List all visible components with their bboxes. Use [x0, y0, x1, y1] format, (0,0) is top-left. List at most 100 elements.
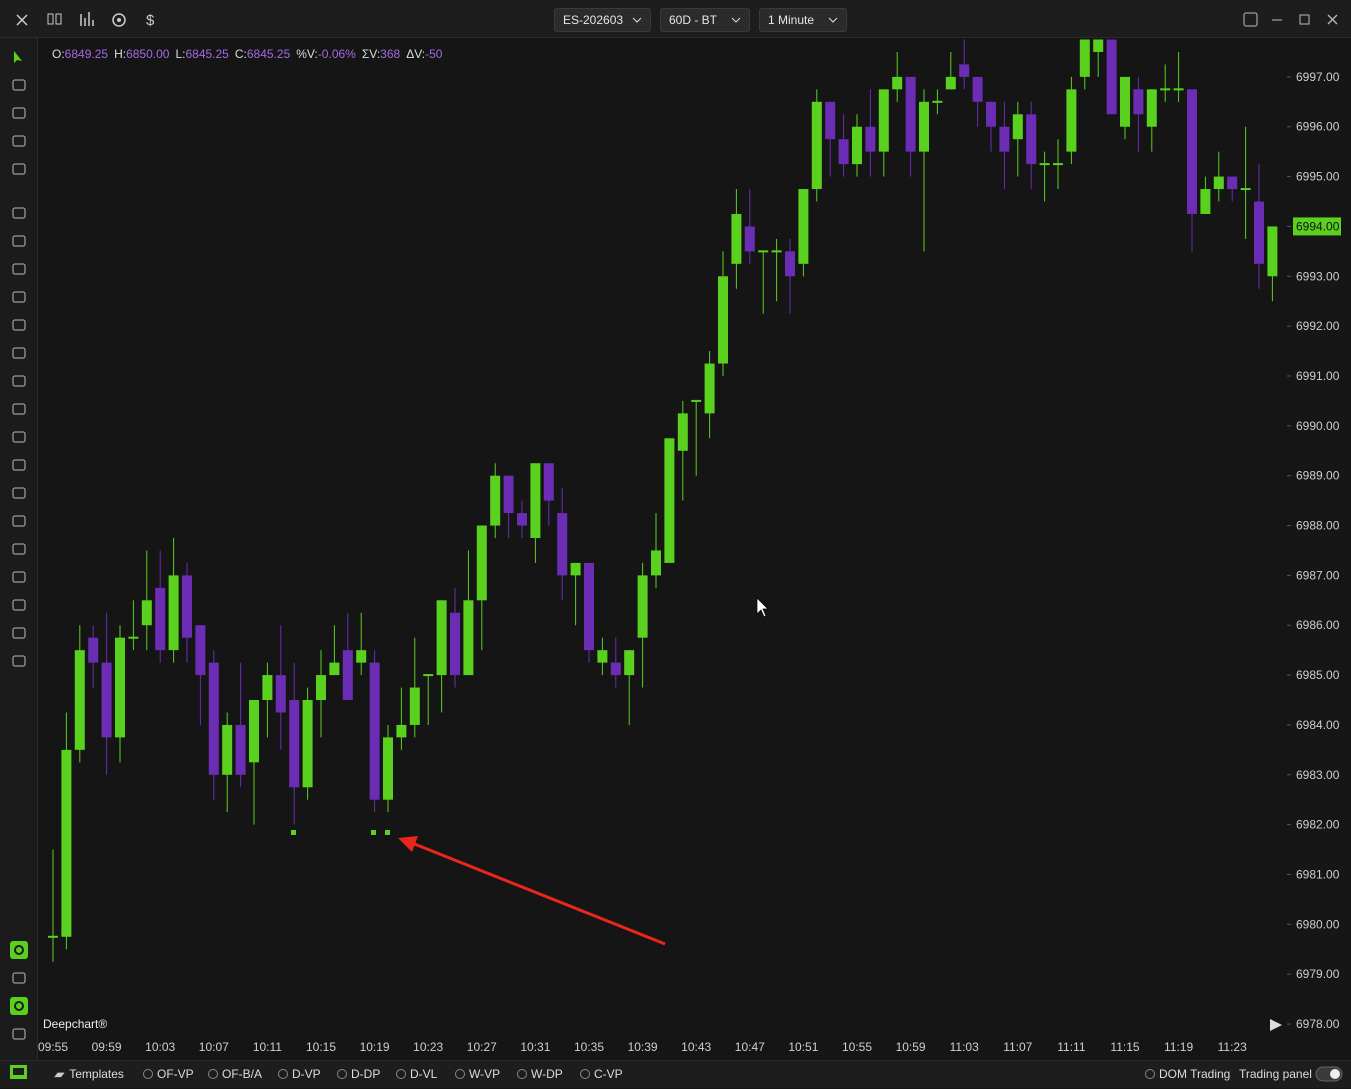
marker — [371, 830, 376, 835]
candle-body — [905, 76, 916, 152]
tool-icon[interactable] — [12, 571, 26, 583]
stat-label: H: — [114, 47, 127, 61]
candle-body — [959, 64, 970, 77]
candle-body — [624, 650, 635, 676]
candle-body — [1053, 163, 1063, 166]
candle-body — [785, 251, 795, 277]
tool-icon[interactable] — [12, 163, 26, 175]
candle-body — [436, 600, 447, 676]
marker — [291, 830, 296, 835]
candle-body — [423, 674, 434, 677]
close-button[interactable] — [1327, 14, 1338, 25]
maximize-button[interactable] — [1299, 14, 1310, 25]
tool-icon[interactable] — [12, 319, 26, 331]
candle-body — [141, 600, 152, 626]
candle-body — [570, 562, 581, 576]
candle-body — [182, 575, 192, 638]
tool-icon[interactable] — [12, 655, 26, 667]
templates-button[interactable]: ▰ Templates — [54, 1067, 124, 1081]
tool-icon[interactable] — [12, 543, 26, 555]
tool-icon[interactable] — [12, 1028, 26, 1040]
candle-body — [1254, 201, 1264, 264]
drawing-toolbar — [0, 38, 38, 1060]
y-tick-label: 6988.00 — [1296, 519, 1340, 533]
tool-icon[interactable] — [12, 599, 26, 611]
candle-body — [222, 724, 233, 775]
tool-icon[interactable] — [12, 79, 26, 91]
symbol-dropdown[interactable]: ES-202603 — [554, 8, 651, 32]
x-tick-label: 10:47 — [735, 1040, 765, 1054]
y-tick-label: 6986.00 — [1296, 618, 1340, 632]
tool-icon[interactable] — [12, 431, 26, 443]
annotation-arrowhead — [398, 836, 418, 852]
candle-body — [262, 675, 273, 701]
stat-label: L: — [175, 47, 186, 61]
dom-trading-toggle[interactable]: DOM Trading — [1145, 1067, 1230, 1081]
tool-icon[interactable] — [12, 135, 26, 147]
y-tick-label: 6993.00 — [1296, 269, 1340, 283]
candle-body — [892, 76, 903, 90]
study-name: D-VP — [292, 1067, 321, 1081]
toolbar-icons: $ — [16, 12, 155, 29]
study-toggle[interactable]: D-VP — [278, 1067, 321, 1081]
tool-active — [10, 997, 28, 1015]
candle-body — [115, 637, 125, 738]
y-tick-label: 6984.00 — [1296, 718, 1340, 732]
dom-trading: DOM Trading — [1159, 1067, 1231, 1081]
x-tick-label: 10:43 — [681, 1040, 711, 1054]
candle-body — [1120, 76, 1130, 127]
candle-body — [838, 139, 849, 165]
chart-type-icon[interactable] — [55, 13, 62, 25]
study-toggle[interactable]: C-VP — [580, 1067, 623, 1081]
radio — [517, 1069, 527, 1079]
tool-icon[interactable] — [12, 375, 26, 387]
study-toggle[interactable]: W-DP — [517, 1067, 563, 1081]
scroll-right[interactable] — [1270, 1019, 1282, 1031]
study-toggle[interactable]: D-VL — [396, 1067, 437, 1081]
candle-body — [758, 250, 769, 253]
candle-body — [1093, 39, 1104, 52]
close-chart[interactable] — [16, 14, 28, 26]
tool-icon[interactable] — [12, 235, 26, 247]
tool-icon[interactable] — [12, 263, 26, 275]
study-toggle[interactable]: OF-VP — [143, 1067, 194, 1081]
study-name: W-VP — [469, 1067, 501, 1081]
candle-body — [865, 126, 876, 152]
account-icon[interactable]: $ — [146, 12, 155, 29]
tool-icon[interactable] — [12, 207, 26, 219]
candle-body — [610, 662, 621, 676]
stat-label: ΣV: — [361, 47, 381, 61]
chart-type-icon[interactable] — [47, 13, 54, 25]
settings-icon[interactable] — [112, 13, 126, 27]
candle-body — [878, 89, 889, 152]
tool-icon[interactable] — [12, 459, 26, 471]
tool-icon[interactable] — [12, 291, 26, 303]
stat-value: 6845.25 — [185, 47, 229, 61]
indicators-icon[interactable] — [80, 12, 94, 26]
candle-body — [249, 700, 259, 763]
tool-icon[interactable] — [12, 515, 26, 527]
candle-body — [369, 662, 380, 800]
interval: 1 Minute — [768, 13, 815, 27]
trading-panel-switch[interactable] — [1315, 1066, 1343, 1082]
layout-button[interactable] — [1243, 12, 1258, 27]
y-tick-label: 6992.00 — [1296, 319, 1340, 333]
range-dropdown[interactable]: 60D - BT — [660, 8, 750, 32]
study-toggle[interactable]: OF-B/A — [208, 1067, 262, 1081]
tool-icon[interactable] — [12, 627, 26, 639]
study-toggle[interactable]: D-DP — [337, 1067, 380, 1081]
interval-dropdown[interactable]: 1 Minute — [759, 8, 847, 32]
candle-body — [972, 76, 983, 102]
select-tool[interactable] — [14, 51, 22, 63]
study-toggle[interactable]: W-VP — [455, 1067, 500, 1081]
candle-body — [1200, 189, 1211, 214]
tool-icon[interactable] — [12, 487, 26, 499]
x-tick-label: 10:19 — [360, 1040, 390, 1054]
tool-icon[interactable] — [12, 972, 26, 984]
candle-body — [798, 189, 809, 264]
tool-icon[interactable] — [12, 403, 26, 415]
tool-icon[interactable] — [12, 347, 26, 359]
tool-icon[interactable] — [12, 107, 26, 119]
study-name: OF-B/A — [222, 1067, 263, 1081]
candle-body — [1039, 163, 1050, 166]
